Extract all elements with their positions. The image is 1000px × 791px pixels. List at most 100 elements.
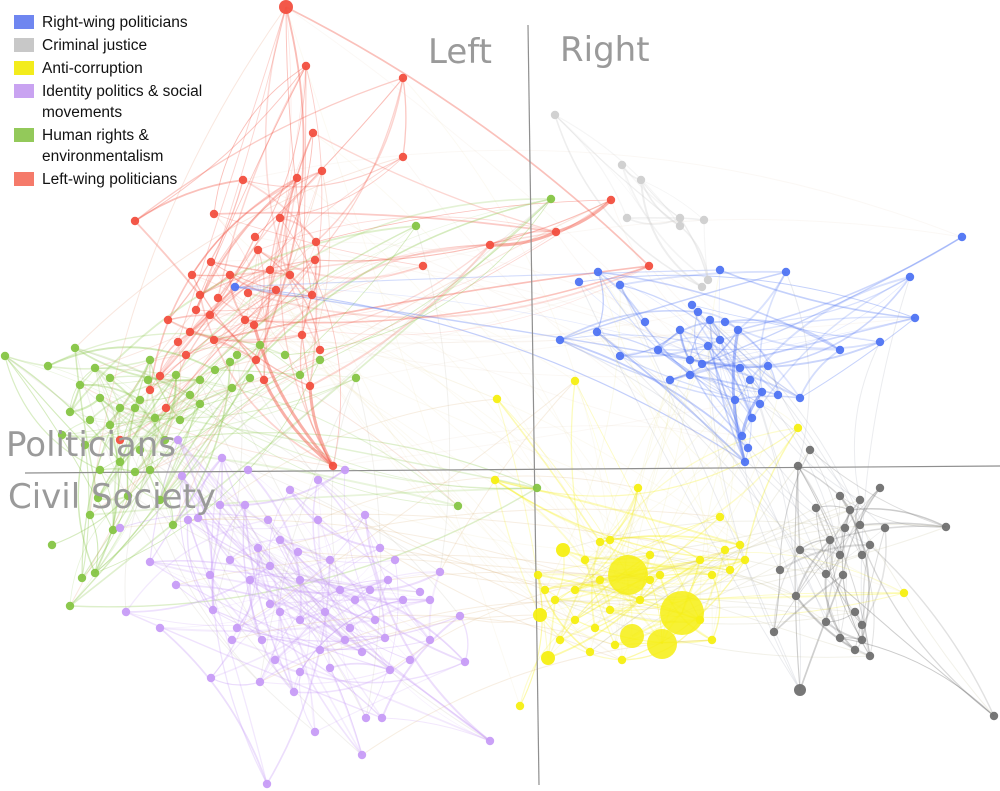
graph-edge — [649, 569, 731, 585]
graph-edge — [255, 244, 491, 361]
graph-edge — [614, 379, 671, 646]
graph-edge — [89, 514, 99, 574]
graph-edge — [263, 132, 314, 381]
graph-edge — [264, 265, 650, 336]
graph-edge — [279, 551, 299, 613]
graph-node-anticorruption — [556, 543, 570, 557]
graph-node-right — [730, 395, 740, 405]
graph-edge — [165, 289, 277, 409]
graph-node-identity — [360, 510, 370, 520]
graph-edge — [247, 469, 341, 591]
graph-node-anticorruption — [570, 585, 580, 595]
graph-edge — [285, 6, 736, 401]
graph-edge — [199, 294, 334, 467]
graph-node-identity — [370, 615, 380, 625]
graph-node-human — [168, 520, 178, 530]
graph-node-left — [307, 290, 317, 300]
graph-node-identity — [121, 607, 131, 617]
graph-edge — [381, 615, 461, 719]
graph-node-right — [693, 307, 703, 317]
graph-edge — [159, 198, 552, 421]
graph-node-criminal — [617, 160, 627, 170]
graph-node-anticorruption — [655, 570, 665, 580]
graph-edge — [709, 319, 801, 399]
graph-edge — [301, 65, 307, 336]
graph-edge — [165, 284, 621, 409]
graph-edge — [699, 394, 779, 561]
graph-edge — [559, 539, 611, 641]
graph-edge — [707, 345, 753, 419]
graph-edge — [279, 611, 295, 693]
graph-node-left — [250, 232, 260, 242]
graph-node-right — [705, 315, 715, 325]
graph-node-criminal — [675, 221, 685, 231]
graph-node-criminalDark — [838, 570, 848, 580]
graph-node-identity — [340, 465, 350, 475]
graph-edge — [139, 449, 161, 501]
graph-edge — [795, 539, 831, 597]
legend-swatch-criminal-justice — [14, 38, 34, 52]
graph-node-human — [411, 221, 421, 231]
graph-node-right — [615, 351, 625, 361]
graph-edge — [210, 259, 751, 381]
graph-edge — [689, 374, 779, 396]
graph-node-anticorruption — [608, 555, 648, 595]
graph-node-right — [653, 345, 663, 355]
graph-edge — [621, 379, 671, 661]
graph-edge — [185, 259, 316, 356]
graph-edge — [709, 319, 871, 546]
graph-edge — [559, 559, 701, 641]
graph-edge — [596, 331, 743, 437]
graph-edge — [609, 592, 905, 611]
graph-edge — [175, 584, 431, 651]
graph-node-left — [297, 330, 307, 340]
graph-node-human — [145, 465, 155, 475]
graph-node-right — [747, 413, 757, 423]
graph-node-criminalDark — [840, 523, 850, 533]
graph-edge — [189, 311, 699, 345]
graph-node-right — [697, 359, 707, 369]
graph-edge — [236, 547, 261, 629]
graph-edge — [219, 469, 346, 507]
graph-edge — [126, 374, 177, 497]
graph-edge — [839, 637, 995, 717]
graph-edge — [177, 439, 383, 719]
graph-edge — [81, 495, 129, 579]
graph-edge — [159, 156, 404, 377]
graph-node-human — [0, 351, 10, 361]
graph-edge — [149, 259, 316, 391]
graph-edge — [554, 554, 863, 602]
graph-node-criminalDark — [794, 684, 806, 696]
graph-edge — [739, 367, 841, 556]
graph-edge — [614, 374, 691, 646]
graph-edge — [537, 574, 591, 653]
graph-node-criminalDark — [865, 540, 875, 550]
graph-node-criminalDark — [795, 545, 805, 555]
graph-node-criminalDark — [875, 483, 885, 493]
graph-edge — [329, 662, 391, 671]
graph-edge — [319, 601, 683, 651]
graph-node-human — [160, 435, 170, 445]
graph-node-criminal — [703, 275, 713, 285]
graph-node-human — [65, 407, 75, 417]
graph-edge — [94, 417, 156, 574]
graph-edge — [709, 319, 746, 463]
graph-edge — [109, 359, 257, 426]
graph-edge — [701, 236, 963, 365]
graph-node-left — [311, 237, 321, 247]
graph-node-human — [171, 370, 181, 380]
graph-node-anticorruption — [580, 555, 590, 565]
graph-edge — [279, 217, 342, 467]
graph-node-identity — [345, 623, 355, 633]
graph-node-anticorruption — [541, 651, 555, 665]
graph-edge — [590, 541, 601, 629]
graph-edge — [210, 261, 277, 291]
graph-edge — [339, 589, 363, 653]
graph-edge — [159, 627, 268, 785]
graph-node-human — [47, 540, 57, 550]
graph-edge — [242, 179, 317, 243]
graph-node-anticorruption — [533, 608, 547, 622]
graph-node-right — [703, 341, 713, 351]
graph-edge — [119, 513, 269, 529]
